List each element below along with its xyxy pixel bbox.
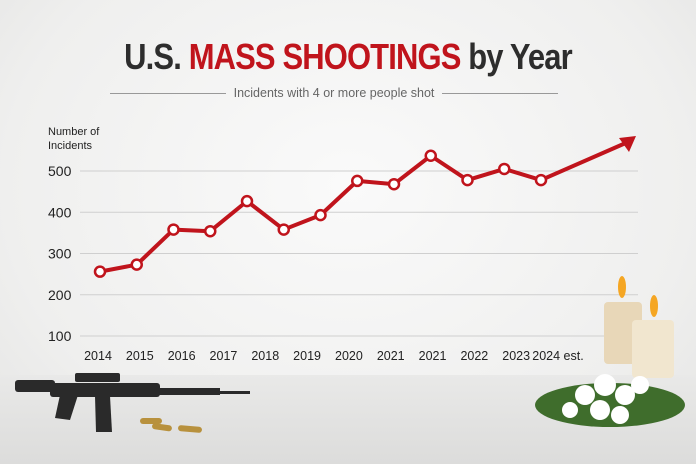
data-point (204, 224, 217, 238)
flowers-illustration (535, 374, 685, 427)
y-tick-label: 400 (48, 204, 72, 220)
x-tick-label: 2018 (251, 349, 279, 363)
subtitle-rule-right (442, 92, 558, 94)
data-point (351, 174, 364, 188)
bullet-casings (140, 418, 202, 433)
x-tick-label: 2022 (460, 349, 488, 363)
x-tick-label: 2021 (377, 349, 405, 363)
rifle-illustration (15, 373, 250, 432)
series-line (99, 140, 629, 274)
title-part-3: by Year (468, 36, 572, 77)
data-point (534, 173, 548, 187)
y-axis-label: Number of Incidents (48, 126, 100, 152)
x-tick-label: 2019 (293, 349, 321, 363)
y-tick-label: 500 (48, 163, 72, 179)
x-tick-label: 2015 (126, 349, 154, 363)
data-point (461, 173, 474, 187)
chart-title: U.S. MASS SHOOTINGS by Year (49, 36, 648, 78)
x-tick-label: 2024 est. (532, 349, 583, 363)
chart-subtitle: Incidents with 4 or more people shot (233, 86, 435, 100)
title-part-1: U.S. (124, 36, 182, 77)
data-point (314, 208, 327, 222)
x-tick-label: 2017 (210, 349, 238, 363)
data-point (387, 177, 401, 191)
x-tick-label: 2016 (168, 349, 196, 363)
data-point (130, 258, 143, 271)
data-point (424, 149, 437, 162)
data-point (240, 194, 254, 208)
data-point (277, 223, 290, 236)
subtitle-rule-left (110, 92, 226, 94)
y-tick-label: 200 (48, 287, 72, 303)
subtitle-row: Incidents with 4 or more people shot (110, 86, 558, 100)
x-tick-label: 2021 (419, 349, 447, 363)
trend-arrow-head (619, 136, 636, 152)
y-tick-label: 100 (48, 328, 72, 344)
data-point (167, 223, 180, 236)
y-tick-label: 300 (48, 246, 72, 262)
data-point (93, 265, 107, 278)
x-tick-label: 2014 (84, 349, 112, 363)
x-tick-label: 2020 (335, 349, 363, 363)
data-point (498, 162, 511, 176)
x-tick-label: 2023 (502, 349, 530, 363)
candles-illustration (604, 276, 674, 378)
title-part-2: MASS SHOOTINGS (188, 36, 462, 77)
